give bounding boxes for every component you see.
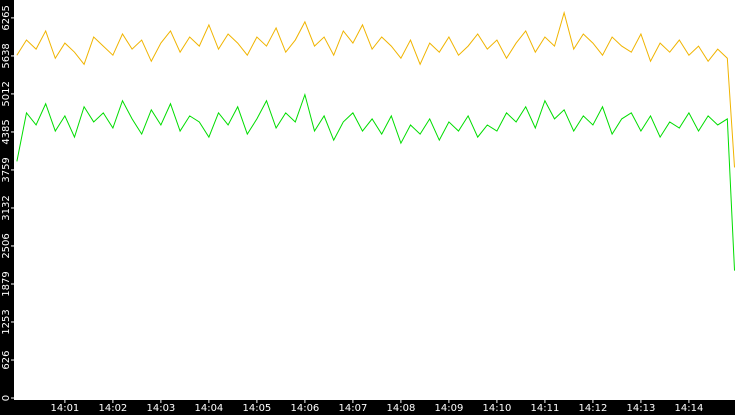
x-tick-label: 14:03 <box>146 403 175 414</box>
series-line <box>16 92 735 271</box>
x-tick-label: 14:11 <box>530 403 559 414</box>
plot-area <box>14 0 735 400</box>
y-tick-label: 626 <box>1 350 12 369</box>
y-tick-label: 3132 <box>1 195 12 220</box>
x-tick-label: 14:02 <box>98 403 127 414</box>
x-tick-label: 14:13 <box>627 403 656 414</box>
y-tick-label: 2506 <box>1 233 12 258</box>
y-tick-label: 1253 <box>1 309 12 334</box>
y-tick-label: 6265 <box>1 5 12 30</box>
x-tick-label: 14:14 <box>675 403 704 414</box>
y-tick-label: 1879 <box>1 271 12 296</box>
y-tick-label: 3759 <box>1 157 12 182</box>
x-tick-label: 14:04 <box>194 403 223 414</box>
series-line <box>16 10 735 168</box>
x-tick-label: 14:08 <box>386 403 415 414</box>
x-tick-label: 14:01 <box>50 403 79 414</box>
y-tick-label: 5638 <box>1 43 12 68</box>
x-tick-label: 14:09 <box>434 403 463 414</box>
x-tick-label: 14:07 <box>338 403 367 414</box>
y-tick-label: 4385 <box>1 119 12 144</box>
x-tick-label: 14:12 <box>578 403 607 414</box>
x-tick-label: 14:06 <box>290 403 319 414</box>
x-tick-label: 14:05 <box>242 403 271 414</box>
x-tick-label: 14:10 <box>482 403 511 414</box>
y-tick-label: 5012 <box>1 81 12 106</box>
y-tick-label: 0 <box>1 395 12 401</box>
